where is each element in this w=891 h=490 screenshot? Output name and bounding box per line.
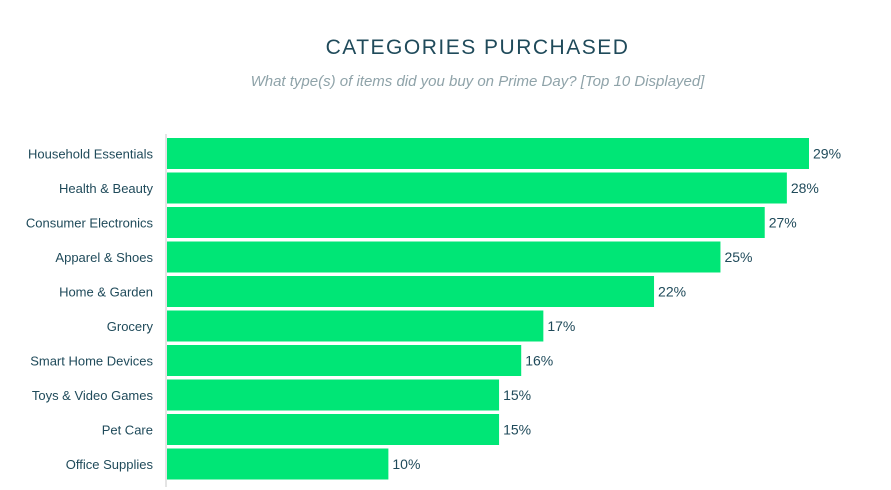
data-label: 15% — [503, 422, 531, 438]
data-label: 15% — [503, 387, 531, 403]
category-label: Apparel & Shoes — [55, 250, 153, 265]
category-label: Consumer Electronics — [26, 216, 154, 231]
category-label: Grocery — [107, 319, 154, 334]
bar — [167, 448, 389, 480]
category-label: Toys & Video Games — [32, 388, 154, 403]
bar — [167, 310, 544, 342]
bar — [167, 345, 522, 376]
bar — [167, 207, 765, 238]
category-label: Home & Garden — [59, 285, 153, 300]
chart-title: CATEGORIES PURCHASED — [325, 36, 630, 59]
bar — [167, 414, 500, 445]
data-label: 22% — [658, 284, 686, 300]
bar — [167, 241, 721, 273]
data-label: 10% — [392, 456, 420, 472]
data-label: 17% — [547, 318, 575, 334]
chart-subtitle: What type(s) of items did you buy on Pri… — [250, 73, 705, 90]
category-label: Office Supplies — [66, 457, 154, 472]
data-label: 16% — [525, 353, 553, 369]
data-label: 28% — [791, 180, 819, 196]
bar — [167, 276, 655, 307]
category-label: Smart Home Devices — [30, 354, 153, 369]
bar — [167, 172, 787, 204]
category-label: Pet Care — [102, 423, 153, 438]
category-label: Health & Beauty — [59, 181, 153, 196]
data-label: 29% — [813, 146, 841, 162]
bars-group: Household Essentials 29% Health & Beauty 28… — [26, 138, 841, 480]
data-label: 25% — [724, 249, 752, 265]
bar — [167, 138, 809, 169]
bar — [167, 379, 500, 411]
category-label: Household Essentials — [28, 147, 154, 162]
data-label: 27% — [769, 215, 797, 231]
